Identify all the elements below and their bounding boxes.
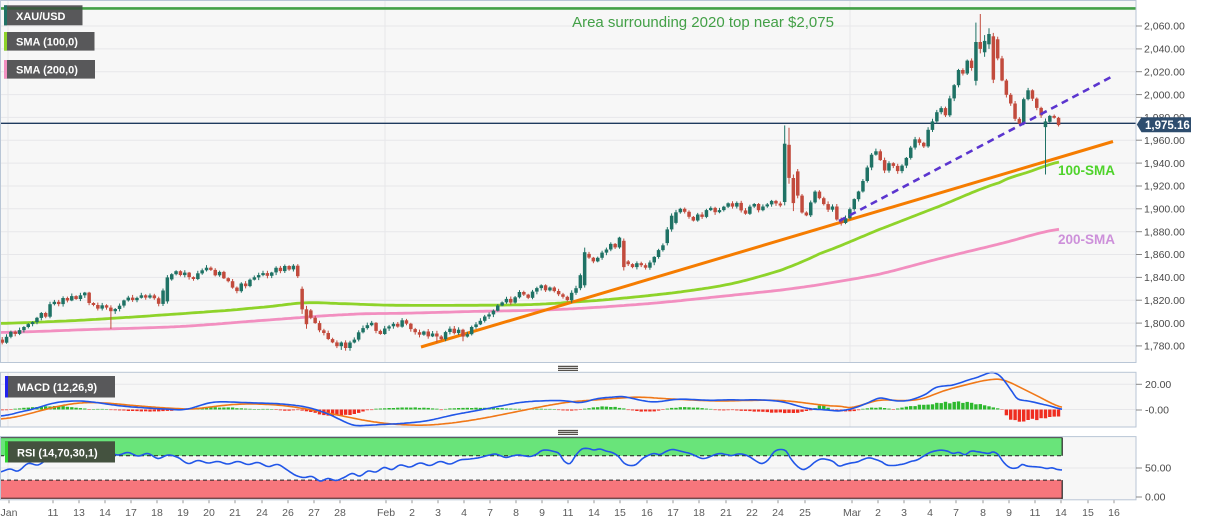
- svg-text:28: 28: [334, 507, 346, 519]
- svg-text:1,880.00: 1,880.00: [1144, 226, 1185, 238]
- svg-text:7: 7: [487, 507, 493, 519]
- svg-text:1,820.00: 1,820.00: [1144, 295, 1185, 307]
- svg-text:SMA (200,0): SMA (200,0): [16, 65, 78, 77]
- svg-text:20: 20: [203, 507, 215, 519]
- svg-text:200-SMA: 200-SMA: [1058, 232, 1115, 247]
- svg-text:7: 7: [953, 507, 959, 519]
- svg-text:9: 9: [539, 507, 545, 519]
- svg-text:15: 15: [1082, 507, 1094, 519]
- svg-text:2: 2: [409, 507, 415, 519]
- svg-text:-0.00: -0.00: [1145, 405, 1169, 417]
- svg-text:24: 24: [256, 507, 268, 519]
- svg-text:19: 19: [177, 507, 189, 519]
- svg-text:2,020.00: 2,020.00: [1144, 66, 1185, 78]
- svg-text:3: 3: [901, 507, 907, 519]
- svg-text:Jan: Jan: [1, 507, 18, 519]
- svg-text:11: 11: [1030, 507, 1041, 519]
- svg-text:16: 16: [1108, 507, 1120, 519]
- svg-text:20.00: 20.00: [1145, 379, 1171, 391]
- svg-text:RSI (14,70,30,1): RSI (14,70,30,1): [17, 447, 98, 459]
- svg-text:Area surrounding 2020 top near: Area surrounding 2020 top near $2,075: [572, 14, 834, 31]
- svg-text:MACD (12,26,9): MACD (12,26,9): [17, 382, 97, 394]
- svg-text:8: 8: [513, 507, 519, 519]
- svg-text:21: 21: [720, 507, 732, 519]
- svg-text:2: 2: [875, 507, 881, 519]
- svg-text:14: 14: [1055, 507, 1067, 519]
- svg-text:17: 17: [125, 507, 137, 519]
- svg-text:2,040.00: 2,040.00: [1144, 44, 1185, 56]
- svg-text:1,975.16: 1,975.16: [1145, 120, 1190, 132]
- svg-text:1,960.00: 1,960.00: [1144, 135, 1185, 147]
- svg-text:27: 27: [308, 507, 320, 519]
- svg-text:16: 16: [641, 507, 653, 519]
- svg-text:100-SMA: 100-SMA: [1058, 163, 1115, 178]
- svg-text:1,940.00: 1,940.00: [1144, 158, 1185, 170]
- svg-text:22: 22: [746, 507, 758, 519]
- svg-text:15: 15: [614, 507, 626, 519]
- svg-text:8: 8: [980, 507, 986, 519]
- svg-text:1,800.00: 1,800.00: [1144, 318, 1185, 330]
- svg-text:26: 26: [282, 507, 294, 519]
- svg-text:2,000.00: 2,000.00: [1144, 89, 1185, 101]
- svg-text:17: 17: [667, 507, 679, 519]
- svg-text:24: 24: [772, 507, 784, 519]
- svg-text:14: 14: [588, 507, 600, 519]
- svg-text:1,920.00: 1,920.00: [1144, 181, 1185, 193]
- svg-text:SMA (100,0): SMA (100,0): [16, 37, 78, 49]
- svg-text:11: 11: [563, 507, 574, 519]
- svg-text:14: 14: [99, 507, 111, 519]
- svg-text:2,060.00: 2,060.00: [1144, 21, 1185, 33]
- svg-text:4: 4: [927, 507, 933, 519]
- svg-text:25: 25: [799, 507, 811, 519]
- svg-text:4: 4: [461, 507, 467, 519]
- svg-text:Feb: Feb: [377, 507, 395, 519]
- svg-text:XAU/USD: XAU/USD: [16, 11, 66, 23]
- svg-text:18: 18: [151, 507, 163, 519]
- svg-text:50.00: 50.00: [1145, 463, 1171, 475]
- svg-text:Mar: Mar: [843, 507, 862, 519]
- svg-text:1,900.00: 1,900.00: [1144, 204, 1185, 216]
- svg-text:0.00: 0.00: [1145, 492, 1166, 504]
- svg-text:1,780.00: 1,780.00: [1144, 341, 1185, 353]
- svg-text:1,840.00: 1,840.00: [1144, 272, 1185, 284]
- svg-text:13: 13: [73, 507, 85, 519]
- svg-text:3: 3: [435, 507, 441, 519]
- svg-text:21: 21: [229, 507, 241, 519]
- svg-text:18: 18: [693, 507, 705, 519]
- svg-text:1,860.00: 1,860.00: [1144, 249, 1185, 261]
- svg-text:9: 9: [1006, 507, 1012, 519]
- svg-text:11: 11: [48, 507, 59, 519]
